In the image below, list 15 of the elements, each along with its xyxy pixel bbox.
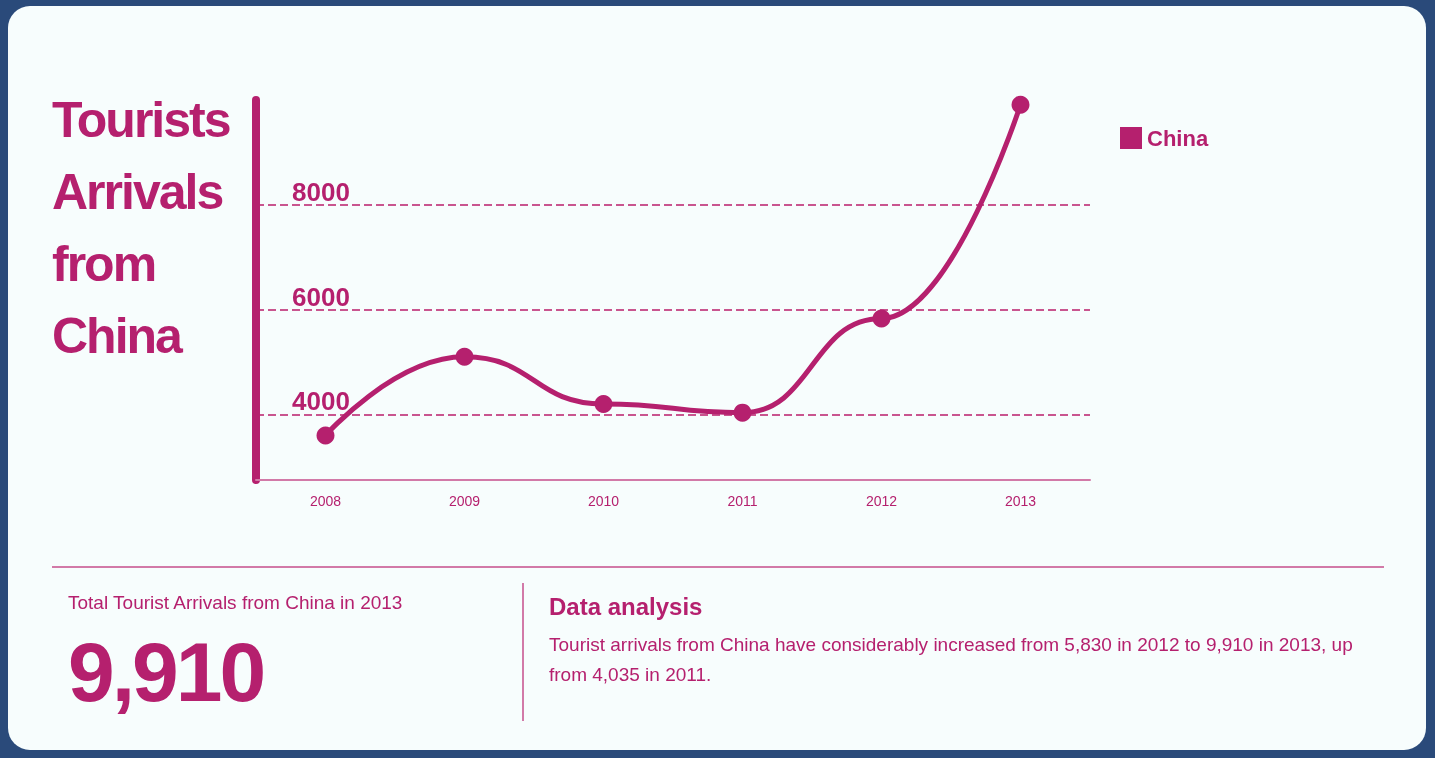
x-tick-label: 2012 [865,493,898,509]
text: Data analysis [549,593,703,621]
x-tick-label: 2010 [587,493,620,509]
legend-label: China [1147,125,1209,151]
text: Tourists Arrivals from China [52,91,231,366]
text: Total Tourist Arrivals from China in 2013 [68,592,403,614]
x-tick-label: 2009 [448,493,481,509]
y-tick-label: 4000 [292,386,350,417]
x-tick-label: 2008 [309,493,342,509]
text: 9,910 [68,624,264,721]
y-tick-label: 6000 [292,281,350,312]
x-tick-label: 2013 [1004,493,1037,509]
x-tick-label: 2011 [727,493,758,509]
text: Tourist arrivals from China have considerably increased from 5,830 in 2012 to 9,910 in 2013, up from 4,035 in 2011. [549,633,1354,687]
y-tick-label: 8000 [292,176,350,207]
